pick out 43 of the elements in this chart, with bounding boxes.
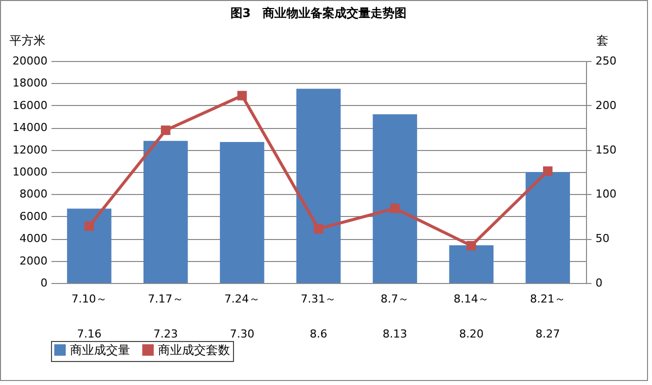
category-label: 7.24～ 7.30 [224,292,260,340]
bar [220,142,264,283]
y-tick-label: 12000 [12,143,48,156]
category-label: 7.17～ 7.23 [148,292,184,340]
point [84,221,94,231]
y-tick-label: 6000 [20,210,48,223]
y-tick-label: 2000 [20,254,48,268]
point [160,126,170,136]
y-tick-label: 14000 [12,121,48,134]
y-axis-title: 平方米 [10,34,46,48]
chart-title: 图3 商业物业备案成交量走势图 [230,6,407,20]
category-label: 8.7～ 8.13 [380,292,410,340]
y2-tick-label: 0 [596,276,602,290]
point [466,240,476,250]
point [237,90,247,100]
category-label: 8.21～ 8.27 [530,292,566,340]
bar [67,208,112,283]
legend-label: 商业成交套数 [158,343,230,357]
y2-tick-label: 250 [596,54,616,68]
y2-tick-label: 200 [596,98,616,112]
y2-tick-label: 100 [596,188,616,201]
point [543,166,553,176]
y2-tick-label: 150 [596,143,616,156]
y2-axis-title: 套 [596,34,608,48]
bar [526,172,570,283]
bar [449,245,494,283]
category-label: 7.31～ 8.6 [300,292,336,340]
category-label: 8.14～ 8.20 [454,292,490,340]
y-tick-label: 0 [40,276,48,290]
y2-tick-label: 50 [596,232,610,246]
category-label: 7.10～ 7.16 [71,292,107,340]
point [314,224,324,234]
y-tick-label: 8000 [20,188,48,201]
y-tick-label: 10000 [12,166,48,178]
y-tick-label: 16000 [12,98,48,112]
bar [296,88,341,283]
y-tick-label: 18000 [12,76,48,90]
y-tick-label: 4000 [20,232,48,246]
y-tick-label: 20000 [12,54,48,68]
bar [372,114,418,283]
bar [143,140,188,283]
legend-label: 商业成交量 [70,343,130,357]
point [390,204,400,214]
